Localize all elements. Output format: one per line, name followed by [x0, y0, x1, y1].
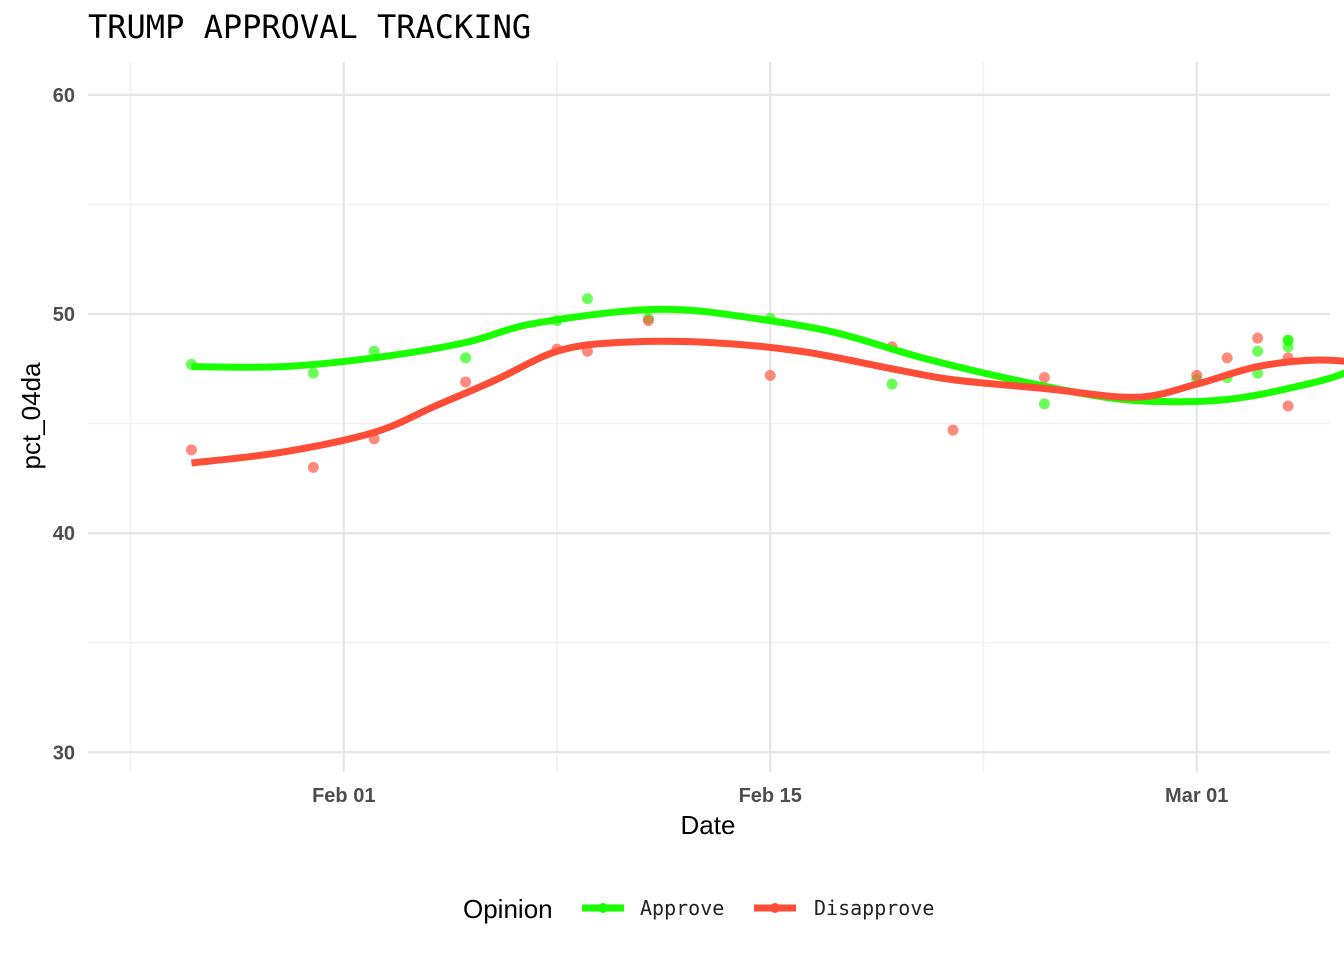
point-disapprove — [307, 461, 319, 473]
point-approve — [886, 378, 898, 390]
point-disapprove — [1252, 332, 1264, 344]
y-tick-label: 40 — [53, 523, 75, 545]
point-approve — [1038, 398, 1050, 410]
x-tick-label: Feb 15 — [739, 785, 802, 807]
point-disapprove — [1282, 400, 1294, 412]
smooth-line-approve — [191, 305, 1344, 406]
point-approve — [460, 352, 472, 364]
x-tick-label: Feb 01 — [312, 785, 375, 807]
y-axis-title: pct_04da — [16, 362, 46, 470]
x-axis-title: Date — [681, 810, 736, 840]
legend-item-approve: Approve — [582, 896, 724, 920]
legend-title: Opinion — [463, 894, 553, 924]
legend-label-disapprove: Disapprove — [814, 896, 934, 920]
point-approve — [1282, 334, 1294, 346]
chart-title: TRUMP APPROVAL TRACKING — [88, 8, 531, 46]
legend-dot-approve — [598, 903, 608, 913]
legend-label-approve: Approve — [640, 896, 724, 920]
minor-gridlines — [88, 62, 1330, 772]
point-disapprove — [185, 444, 197, 456]
legend-dot-disapprove — [770, 903, 780, 913]
point-disapprove — [642, 315, 654, 327]
y-tick-label: 50 — [53, 304, 75, 326]
x-tick-label: Mar 01 — [1165, 785, 1228, 807]
y-tick-label: 30 — [53, 742, 75, 764]
legend: Opinion Approve Disapprove — [463, 894, 934, 924]
y-tick-label: 60 — [53, 85, 75, 107]
x-axis-ticks: Feb 01 Feb 15 Mar 01 — [312, 785, 1228, 807]
point-approve — [581, 293, 593, 305]
smooth-lines — [191, 305, 1344, 467]
smooth-line-disapprove — [191, 337, 1344, 467]
point-disapprove — [764, 369, 776, 381]
legend-item-disapprove: Disapprove — [754, 896, 934, 920]
point-disapprove — [460, 376, 472, 388]
point-disapprove — [1221, 352, 1233, 364]
data-points — [185, 293, 1294, 473]
major-gridlines — [88, 62, 1330, 772]
point-disapprove — [947, 424, 959, 436]
point-approve — [307, 367, 319, 379]
point-approve — [1252, 345, 1264, 357]
point-disapprove — [1191, 369, 1203, 381]
y-axis-ticks: 30 40 50 60 — [53, 85, 75, 764]
point-disapprove — [1038, 372, 1050, 384]
